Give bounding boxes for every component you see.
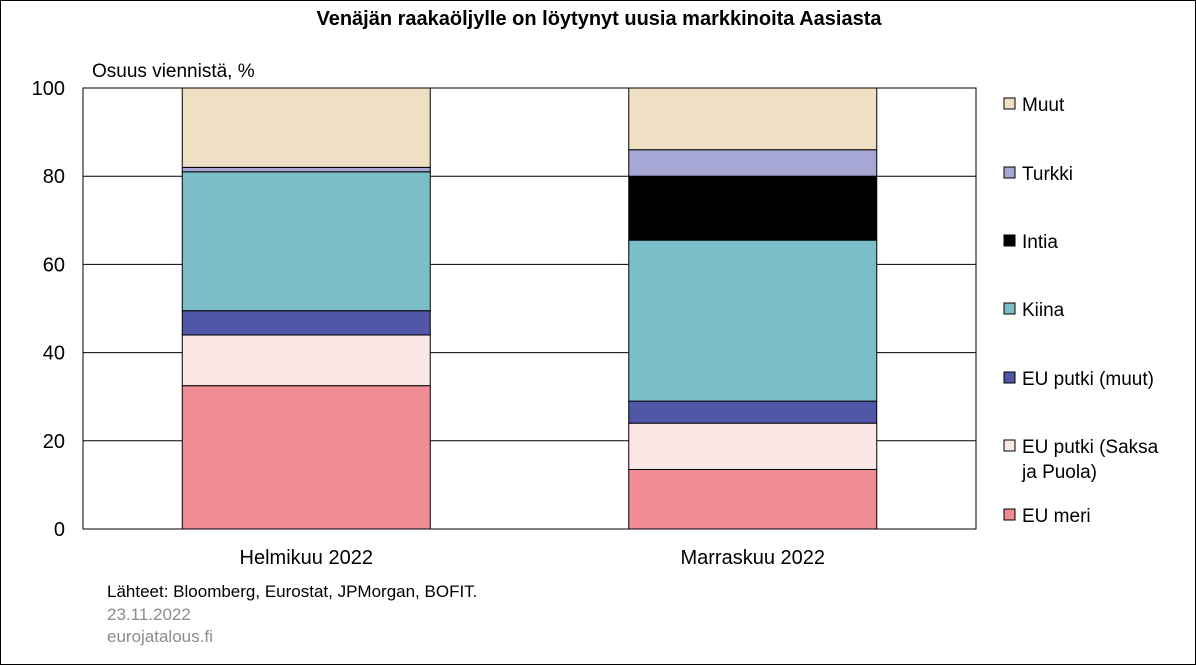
legend-label: EU putki (muut) xyxy=(1022,369,1154,390)
legend-label: Kiina xyxy=(1022,300,1065,321)
legend-label: ja Puola) xyxy=(1021,462,1097,483)
legend-label: EU putki (Saksa xyxy=(1022,437,1159,458)
bar-segment-0-5 xyxy=(181,166,431,173)
legend-label: Intia xyxy=(1022,232,1058,253)
bar-segment-0-6 xyxy=(181,87,431,168)
bars xyxy=(181,87,878,530)
x-tick-labels: Helmikuu 2022 Marraskuu 2022 xyxy=(240,547,825,569)
legend-swatch xyxy=(1003,371,1016,384)
legend-swatch xyxy=(1003,97,1016,110)
y-tick-label: 0 xyxy=(54,519,65,541)
bar-segment-0-3 xyxy=(181,171,431,312)
legend-swatch xyxy=(1003,508,1016,521)
legend-label: EU meri xyxy=(1022,506,1091,527)
legend-swatch xyxy=(1003,234,1016,247)
legend: Muut Turkki Intia Kiina EU putki (muut) EU pu… xyxy=(1003,95,1159,527)
bar-segment-1-3 xyxy=(628,239,878,402)
bar-segment-1-5 xyxy=(628,149,878,177)
y-tick-label: 40 xyxy=(43,343,65,365)
chart-title: Venäjän raakaöljylle on löytynyt uusia m… xyxy=(316,8,882,30)
plot-frame xyxy=(82,87,977,530)
legend-swatch xyxy=(1003,166,1016,179)
site-note: eurojatalous.fi xyxy=(107,627,213,646)
bar-segment-1-4 xyxy=(628,175,878,241)
y-tick-label: 100 xyxy=(32,78,65,100)
legend-label: Turkki xyxy=(1022,164,1073,185)
y-axis-label: Osuus viennistä, % xyxy=(92,61,255,82)
legend-label: Muut xyxy=(1022,95,1065,116)
date-note: 23.11.2022 xyxy=(107,605,191,624)
x-tick-label: Helmikuu 2022 xyxy=(240,547,373,569)
bar-segment-0-2 xyxy=(181,310,431,336)
bar-segment-1-2 xyxy=(628,400,878,424)
legend-swatch xyxy=(1003,302,1016,315)
y-tick-label: 60 xyxy=(43,254,65,276)
bar-segment-1-6 xyxy=(628,87,878,151)
bar-segment-1-1 xyxy=(628,422,878,470)
legend-swatch xyxy=(1003,439,1016,452)
source-note: Lähteet: Bloomberg, Eurostat, JPMorgan, … xyxy=(107,582,477,601)
y-tick-labels: 0 20 40 60 80 100 xyxy=(32,78,65,541)
y-tick-label: 80 xyxy=(43,166,65,188)
x-tick-label: Marraskuu 2022 xyxy=(680,547,825,569)
bar-segment-1-0 xyxy=(628,468,878,530)
y-tick-label: 20 xyxy=(43,431,65,453)
bar-segment-0-0 xyxy=(181,385,431,530)
bar-segment-0-1 xyxy=(181,334,431,387)
